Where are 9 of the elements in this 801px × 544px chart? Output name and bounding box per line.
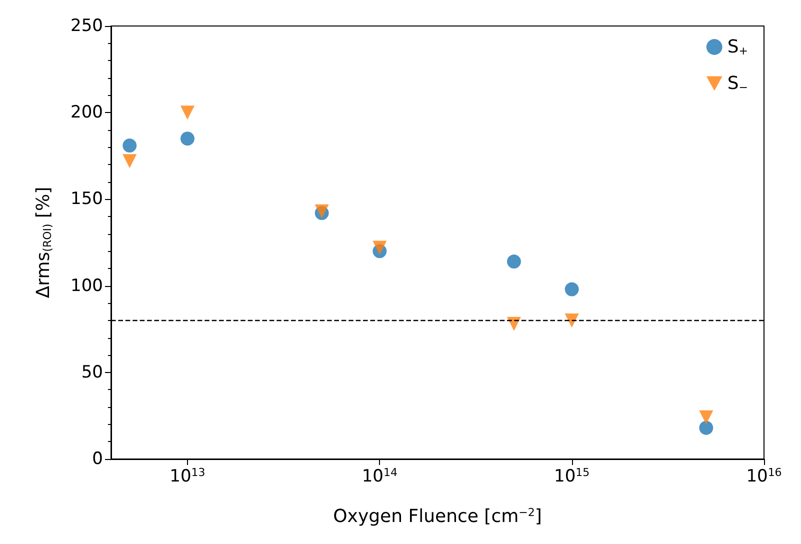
y-tick-label: 100 xyxy=(70,276,103,296)
y-tick-label: 50 xyxy=(81,362,103,382)
y-tick-label: 250 xyxy=(70,16,103,36)
y-axis-title: Δrms(ROI) [%] xyxy=(33,186,54,298)
y-tick-label: 200 xyxy=(70,102,103,123)
y-tick-label: 0 xyxy=(92,449,103,469)
legend-label: S+ xyxy=(727,36,748,58)
legend-label: S− xyxy=(727,73,748,94)
y-tick-label: 150 xyxy=(70,189,103,210)
